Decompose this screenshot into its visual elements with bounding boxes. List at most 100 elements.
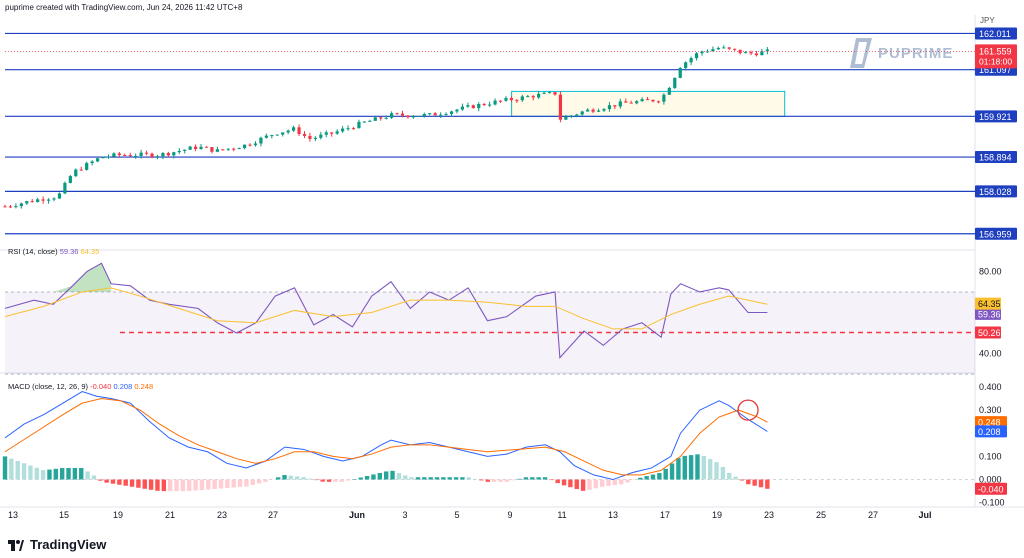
rsi-tick-label: 80.00 bbox=[979, 266, 1002, 276]
macd-histogram-bar bbox=[485, 479, 491, 482]
candle-down bbox=[629, 100, 633, 104]
macd-histogram-bar bbox=[441, 477, 446, 480]
macd-histogram-bar bbox=[320, 479, 325, 482]
candle-up bbox=[460, 103, 465, 111]
candle-body bbox=[128, 155, 132, 157]
signal-line bbox=[4, 398, 768, 476]
candle-up bbox=[292, 125, 296, 132]
candle-body bbox=[455, 109, 459, 112]
macd-histogram-bar bbox=[180, 479, 186, 492]
candle-up bbox=[760, 48, 764, 56]
candle-up bbox=[542, 91, 546, 95]
macd-histogram-bar bbox=[364, 476, 370, 480]
macd-legend-value: 0.208 bbox=[113, 382, 134, 391]
candle-down bbox=[433, 112, 437, 116]
candle-body bbox=[733, 48, 737, 50]
macd-histogram-bar bbox=[460, 477, 465, 480]
candle-up bbox=[226, 148, 230, 151]
histogram-tag bbox=[975, 482, 1007, 495]
candle-body bbox=[596, 110, 601, 112]
macd-histogram-bar bbox=[212, 479, 217, 490]
brand-name: TradingView bbox=[30, 537, 107, 552]
candle-body bbox=[700, 51, 704, 54]
macd-tick-label: -0.100 bbox=[979, 498, 1005, 508]
macd-histogram-bar bbox=[250, 479, 255, 485]
candle-body bbox=[36, 199, 40, 203]
candle-down bbox=[221, 149, 225, 151]
candle-down bbox=[117, 151, 121, 158]
candle-up bbox=[270, 134, 274, 139]
macd-histogram-bar bbox=[720, 466, 726, 480]
candle-body bbox=[749, 52, 753, 54]
tradingview-brand[interactable]: TradingView bbox=[8, 537, 106, 552]
candle-up bbox=[242, 144, 247, 150]
candle-body bbox=[537, 93, 541, 98]
macd-histogram-bar bbox=[307, 478, 313, 480]
candle-up bbox=[504, 96, 508, 102]
macd-histogram-bar bbox=[371, 474, 376, 480]
currency-label: JPY bbox=[980, 16, 995, 25]
macd-histogram-bar bbox=[2, 456, 8, 480]
macd-histogram-bar bbox=[701, 456, 707, 480]
macd-histogram-bar bbox=[746, 479, 751, 485]
candle-body bbox=[346, 128, 350, 130]
candle-up bbox=[85, 161, 89, 171]
rsi-legend-value: 59.36 bbox=[60, 247, 81, 256]
candle-body bbox=[188, 146, 192, 150]
macd-histogram-bar bbox=[345, 479, 351, 481]
time-tick-label: 9 bbox=[507, 510, 512, 520]
macd-legend-value: 0.248 bbox=[134, 382, 153, 391]
candle-body bbox=[504, 98, 508, 101]
candle-down bbox=[30, 199, 34, 203]
candle-up bbox=[90, 160, 94, 166]
rsi-ma-last-label: 64.35 bbox=[978, 299, 1001, 309]
candle-body bbox=[106, 156, 111, 158]
macd-histogram-bar bbox=[314, 479, 319, 481]
candle-up bbox=[580, 110, 584, 117]
candle-body bbox=[526, 96, 530, 98]
candle-body bbox=[433, 113, 437, 116]
candle-down bbox=[624, 98, 628, 103]
macd-histogram-bar bbox=[403, 475, 408, 480]
time-tick-label: 3 bbox=[402, 510, 407, 520]
candle-body bbox=[482, 104, 486, 106]
candle-up bbox=[161, 152, 165, 160]
candle-down bbox=[558, 91, 563, 123]
macd-histogram-bar bbox=[98, 479, 103, 481]
macd-histogram-bar bbox=[206, 479, 211, 490]
macd-histogram-bar bbox=[282, 475, 287, 480]
time-tick-label: 27 bbox=[268, 510, 278, 520]
macd-histogram-bar bbox=[765, 479, 770, 489]
level-tag bbox=[975, 27, 1017, 40]
macd-legend-value: -0.040 bbox=[90, 382, 113, 391]
macd-histogram-bar bbox=[669, 463, 675, 480]
candle-body bbox=[493, 100, 497, 105]
level-label: 156.959 bbox=[979, 229, 1012, 239]
candle-body bbox=[57, 193, 62, 199]
level-label: 158.028 bbox=[979, 187, 1012, 197]
macd-histogram-bar bbox=[631, 479, 637, 481]
candle-body bbox=[515, 100, 519, 102]
candle-body bbox=[635, 101, 639, 104]
candle-up bbox=[662, 93, 666, 105]
candle-body bbox=[618, 101, 622, 107]
macd-histogram-bar bbox=[28, 465, 33, 480]
time-tick-label: 13 bbox=[608, 510, 618, 520]
macd-histogram-bar bbox=[504, 479, 510, 482]
macd-legend-title: MACD (close, 12, 26, 9) bbox=[8, 382, 90, 391]
rsi-legend-title: RSI (14, close) bbox=[8, 247, 60, 256]
candle-down bbox=[395, 112, 399, 115]
candle-body bbox=[302, 133, 307, 136]
candle-down bbox=[150, 152, 154, 159]
candle-up bbox=[172, 151, 176, 159]
candle-up bbox=[564, 114, 568, 120]
macd-histogram-bar bbox=[479, 479, 484, 481]
candle-up bbox=[618, 98, 622, 109]
macd-histogram-bar bbox=[358, 477, 363, 480]
candle-up bbox=[275, 134, 279, 136]
candle-up bbox=[411, 115, 416, 119]
candle-up bbox=[667, 86, 671, 96]
watermark-text: PUPRIME bbox=[878, 44, 954, 62]
candle-body bbox=[193, 146, 198, 150]
